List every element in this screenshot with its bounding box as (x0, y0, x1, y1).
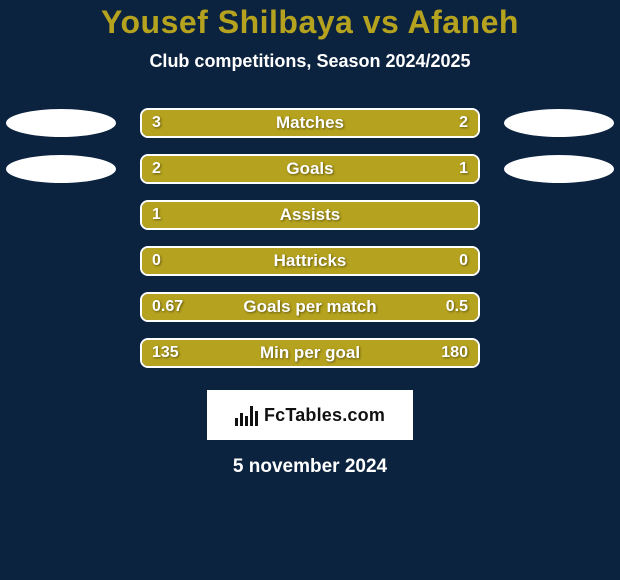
logo-suffix: .com (342, 405, 385, 425)
stat-bar: 0 0 Hattricks (140, 246, 480, 276)
comparison-card: Yousef Shilbaya vs Afaneh Club competiti… (0, 0, 620, 580)
stat-value-left: 0.67 (152, 298, 183, 316)
logo-text-b: Tables (285, 405, 342, 425)
stats-list: 32Matches21Goals1Assists00Hattricks0.670… (0, 100, 620, 376)
player-right-oval (504, 155, 614, 183)
stat-row: 3 2 Matches (0, 100, 620, 146)
stat-row: 0 0 Hattricks (0, 238, 620, 284)
stat-value-left: 1 (152, 206, 161, 224)
logo-bars-icon (235, 404, 258, 426)
stat-value-left: 2 (152, 160, 161, 178)
stat-bar-right (344, 110, 478, 136)
stat-value-right: 180 (441, 344, 468, 362)
stat-value-left: 135 (152, 344, 179, 362)
stat-label: Hattricks (274, 251, 347, 271)
stat-row: 2 1 Goals (0, 146, 620, 192)
logo-text-a: Fc (264, 405, 285, 425)
date-label: 5 november 2024 (0, 456, 620, 478)
stat-value-right: 2 (459, 114, 468, 132)
stat-value-left: 3 (152, 114, 161, 132)
subtitle: Club competitions, Season 2024/2025 (0, 51, 620, 72)
stat-value-left: 0 (152, 252, 161, 270)
stat-row: 1 Assists (0, 192, 620, 238)
player-left-oval (6, 109, 116, 137)
stat-bar: 3 2 Matches (140, 108, 480, 138)
stat-bar: 1 Assists (140, 200, 480, 230)
player-left-oval (6, 155, 116, 183)
stat-bar: 2 1 Goals (140, 154, 480, 184)
stat-label: Matches (276, 113, 344, 133)
stat-label: Goals (286, 159, 333, 179)
stat-row: 0.67 0.5 Goals per match (0, 284, 620, 330)
page-title: Yousef Shilbaya vs Afaneh (0, 4, 620, 41)
stat-value-right: 0 (459, 252, 468, 270)
stat-bar: 135 180 Min per goal (140, 338, 480, 368)
stat-bar: 0.67 0.5 Goals per match (140, 292, 480, 322)
logo-text: FcTables.com (264, 405, 385, 426)
stat-row: 135 180 Min per goal (0, 330, 620, 376)
stat-label: Min per goal (260, 343, 360, 363)
player-right-oval (504, 109, 614, 137)
stat-value-right: 1 (459, 160, 468, 178)
stat-value-right: 0.5 (446, 298, 468, 316)
stat-label: Assists (280, 205, 340, 225)
fctables-logo: FcTables.com (207, 390, 413, 440)
stat-label: Goals per match (243, 297, 376, 317)
